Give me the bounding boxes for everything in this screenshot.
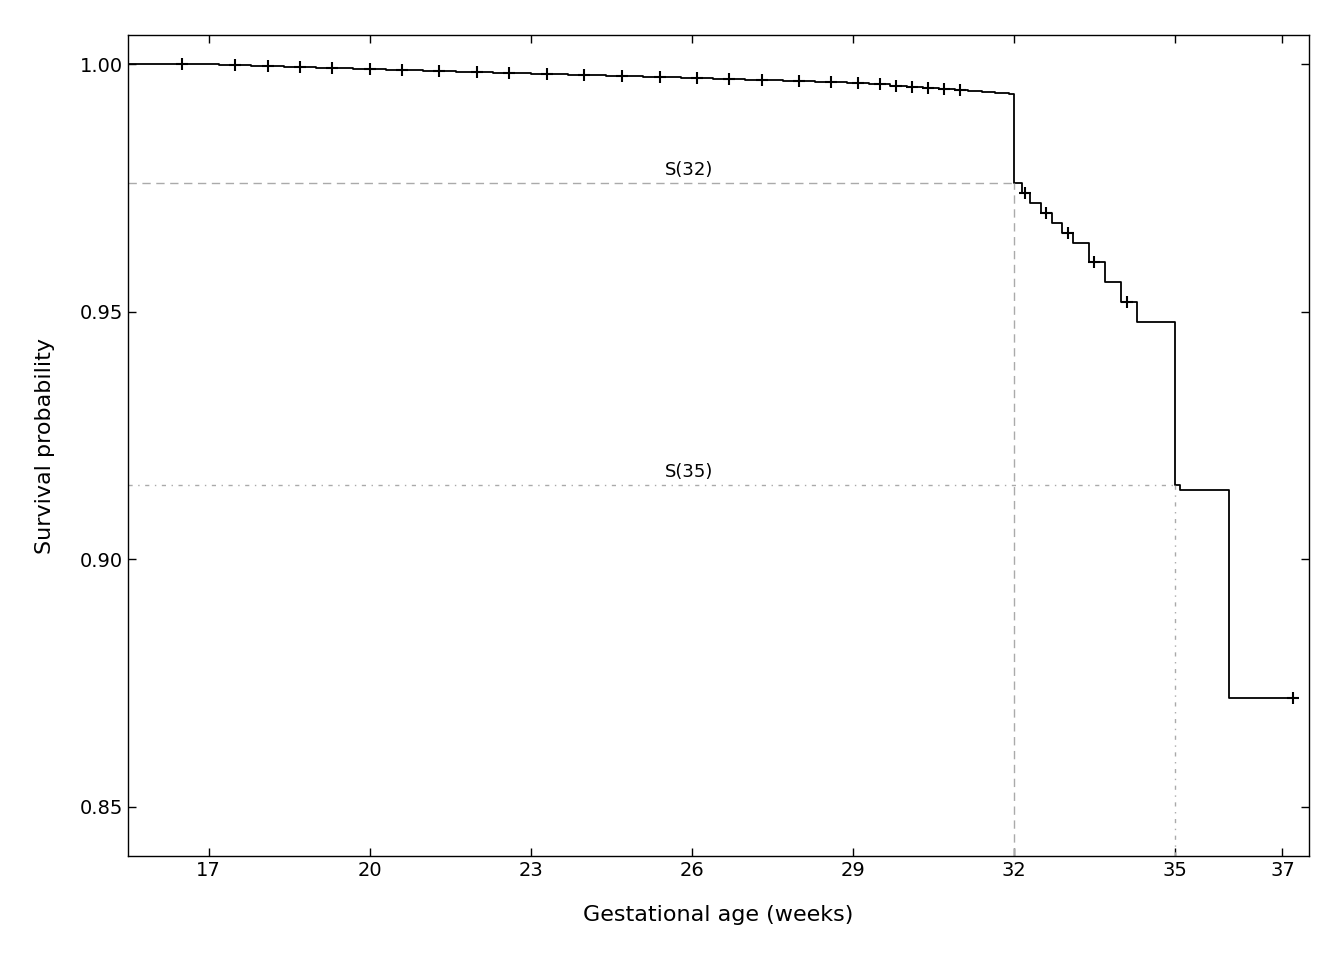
Text: S(32): S(32) xyxy=(665,161,714,180)
Text: S(35): S(35) xyxy=(665,464,714,481)
Y-axis label: Survival probability: Survival probability xyxy=(35,338,55,554)
X-axis label: Gestational age (weeks): Gestational age (weeks) xyxy=(583,905,853,925)
